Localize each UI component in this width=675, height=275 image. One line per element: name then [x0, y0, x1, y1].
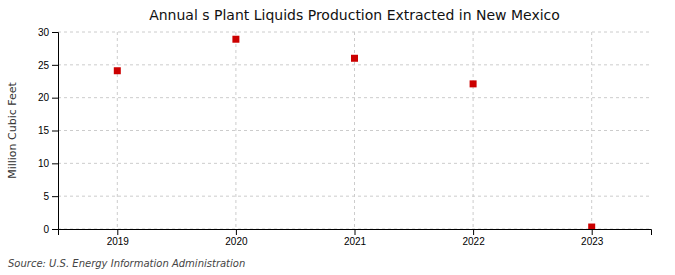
tick-label: 2019: [107, 236, 130, 247]
tick-mark: [236, 229, 237, 235]
tick-label: 15: [38, 125, 50, 136]
tick-label: 2023: [581, 236, 604, 247]
tick-mark: [52, 163, 58, 164]
tick: 2021: [344, 229, 367, 247]
grid-line: [591, 32, 592, 229]
tick: 0: [43, 224, 58, 235]
tick: 5: [43, 191, 58, 202]
chart: 2019 2020 2021 2022 2023 0 5 10 15 20 25 30 Annual s…: [0, 0, 675, 275]
tick: 20: [38, 92, 58, 103]
annotation: Source: U.S. Energy Information Administ…: [8, 258, 245, 269]
point: [588, 224, 595, 229]
point: [114, 67, 121, 74]
tick-mark: [52, 131, 58, 132]
point: [232, 36, 239, 43]
tick: 2020: [225, 229, 248, 247]
title: Annual s Plant Liquids Production Extrac…: [149, 7, 560, 23]
points: [114, 36, 595, 229]
tick-label: 2022: [462, 236, 485, 247]
tick-mark: [473, 229, 474, 235]
y-axis: 0 5 10 15 20 25 30: [38, 27, 59, 235]
grid: [58, 32, 651, 229]
tick-mark: [592, 229, 593, 235]
tick: 25: [38, 60, 58, 71]
tick-label: 20: [38, 92, 50, 103]
point: [351, 55, 358, 62]
axis-line: [52, 33, 59, 230]
axis-line: [59, 230, 652, 236]
tick: 30: [38, 27, 58, 38]
tick: 2019: [107, 229, 130, 247]
tick: 15: [38, 125, 58, 136]
tick-mark: [52, 98, 58, 99]
plot: 2019 2020 2021 2022 2023 0 5 10 15 20 25 30: [38, 27, 652, 247]
grid-line: [235, 32, 236, 229]
tick-label: 2020: [225, 236, 248, 247]
tick: 2023: [581, 229, 604, 247]
grid-line: [473, 32, 474, 229]
tick-label: 25: [38, 60, 50, 71]
tick-label: 5: [43, 191, 49, 202]
y-axis-label: Million Cubic Feet: [6, 81, 19, 178]
tick-mark: [355, 229, 356, 235]
tick-label: 0: [43, 224, 49, 235]
tick-mark: [52, 229, 58, 230]
grid-line: [117, 32, 118, 229]
tick-mark: [52, 32, 58, 33]
tick-label: 2021: [344, 236, 367, 247]
tick-mark: [52, 196, 58, 197]
tick-mark: [52, 65, 58, 66]
tick: 2022: [462, 229, 485, 247]
tick-label: 30: [38, 27, 50, 38]
x-axis: 2019 2020 2021 2022 2023: [59, 229, 652, 247]
tick-label: 10: [38, 158, 50, 169]
point: [470, 80, 477, 87]
tick-mark: [117, 229, 118, 235]
grid-line: [58, 163, 651, 164]
tick: 10: [38, 158, 58, 169]
